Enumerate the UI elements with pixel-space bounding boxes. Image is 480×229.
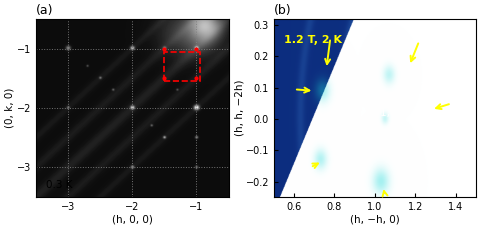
X-axis label: (h, −h, 0): (h, −h, 0) <box>350 215 400 225</box>
Y-axis label: (h, h, −2h): (h, h, −2h) <box>234 80 244 136</box>
Text: 0.3 K: 0.3 K <box>46 180 72 190</box>
Text: (b): (b) <box>274 4 291 17</box>
Text: 1.2 T, 2 K: 1.2 T, 2 K <box>284 35 342 45</box>
Text: (a): (a) <box>36 4 54 17</box>
Bar <box>165 52 200 81</box>
Y-axis label: (0, k, 0): (0, k, 0) <box>4 88 14 128</box>
X-axis label: (h, 0, 0): (h, 0, 0) <box>112 215 153 225</box>
Text: (1, −1, 0): (1, −1, 0) <box>354 108 404 118</box>
